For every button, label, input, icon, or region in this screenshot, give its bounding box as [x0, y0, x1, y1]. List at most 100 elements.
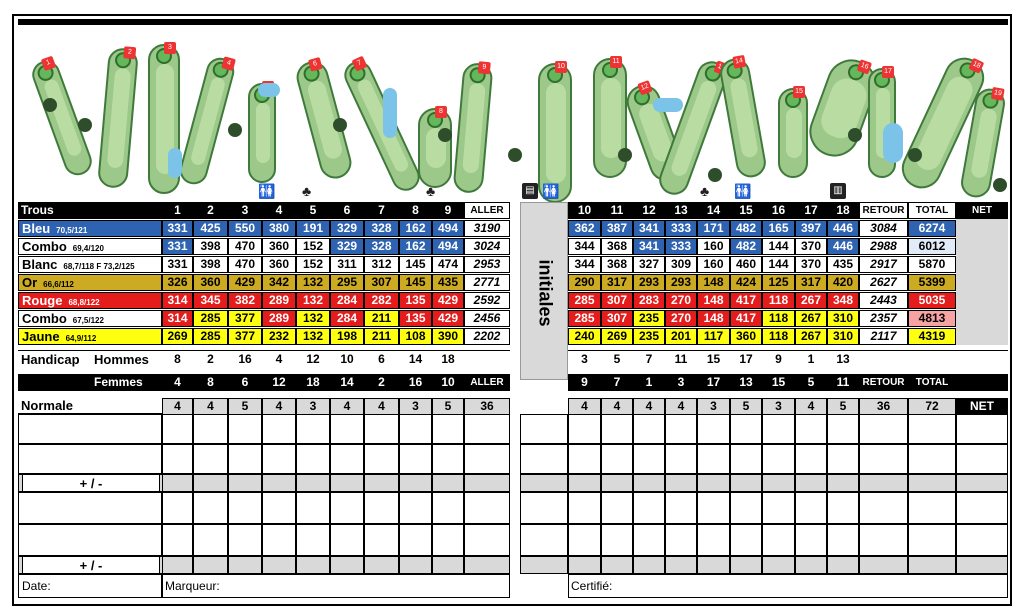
- score-field[interactable]: [162, 414, 193, 444]
- initials-box[interactable]: initiales: [520, 202, 568, 380]
- score-field[interactable]: [432, 474, 464, 492]
- aller-score-field[interactable]: [464, 524, 510, 556]
- score-field[interactable]: [568, 556, 601, 574]
- score-field[interactable]: [795, 492, 827, 524]
- score-field[interactable]: [364, 414, 399, 444]
- total-score-field[interactable]: [908, 492, 956, 524]
- score-field[interactable]: [330, 444, 364, 474]
- score-field[interactable]: [193, 474, 228, 492]
- score-field[interactable]: [827, 492, 859, 524]
- score-field[interactable]: [601, 444, 633, 474]
- score-field[interactable]: [762, 414, 795, 444]
- score-field[interactable]: [827, 474, 859, 492]
- score-field[interactable]: [601, 474, 633, 492]
- net-score-field[interactable]: [956, 556, 1008, 574]
- score-field[interactable]: [795, 524, 827, 556]
- total-score-field[interactable]: [908, 414, 956, 444]
- score-field[interactable]: [330, 414, 364, 444]
- score-field[interactable]: [730, 444, 762, 474]
- score-field[interactable]: [601, 524, 633, 556]
- score-field[interactable]: [568, 444, 601, 474]
- score-field[interactable]: [432, 524, 464, 556]
- score-field[interactable]: [665, 524, 697, 556]
- score-field[interactable]: [697, 414, 730, 444]
- score-field[interactable]: [633, 524, 665, 556]
- score-field[interactable]: [228, 444, 262, 474]
- initials-field[interactable]: [520, 492, 568, 524]
- player-name-field[interactable]: [18, 414, 162, 444]
- score-field[interactable]: [665, 444, 697, 474]
- score-field[interactable]: [762, 444, 795, 474]
- score-field[interactable]: [364, 524, 399, 556]
- score-field[interactable]: [296, 414, 330, 444]
- score-field[interactable]: [399, 444, 432, 474]
- score-field[interactable]: [827, 414, 859, 444]
- total-score-field[interactable]: [908, 556, 956, 574]
- certifie-field[interactable]: [568, 574, 1008, 598]
- score-field[interactable]: [262, 444, 296, 474]
- score-field[interactable]: [568, 524, 601, 556]
- aller-score-field[interactable]: [464, 492, 510, 524]
- score-field[interactable]: [432, 414, 464, 444]
- score-field[interactable]: [399, 524, 432, 556]
- initials-field[interactable]: [520, 556, 568, 574]
- retour-score-field[interactable]: [859, 414, 908, 444]
- score-field[interactable]: [364, 492, 399, 524]
- aller-score-field[interactable]: [464, 414, 510, 444]
- score-field[interactable]: [399, 556, 432, 574]
- net-score-field[interactable]: [956, 492, 1008, 524]
- score-field[interactable]: [399, 492, 432, 524]
- score-field[interactable]: [364, 556, 399, 574]
- score-field[interactable]: [432, 492, 464, 524]
- score-field[interactable]: [633, 492, 665, 524]
- retour-score-field[interactable]: [859, 556, 908, 574]
- score-field[interactable]: [730, 414, 762, 444]
- net-score-field[interactable]: [956, 414, 1008, 444]
- score-field[interactable]: [665, 492, 697, 524]
- score-field[interactable]: [762, 556, 795, 574]
- score-field[interactable]: [601, 556, 633, 574]
- player-name-field[interactable]: [18, 444, 162, 474]
- score-field[interactable]: [296, 444, 330, 474]
- score-field[interactable]: [568, 414, 601, 444]
- score-field[interactable]: [697, 444, 730, 474]
- score-field[interactable]: [162, 556, 193, 574]
- score-field[interactable]: [330, 524, 364, 556]
- score-field[interactable]: [665, 474, 697, 492]
- player-name-field[interactable]: [18, 492, 162, 524]
- score-field[interactable]: [296, 524, 330, 556]
- score-field[interactable]: [730, 474, 762, 492]
- score-field[interactable]: [665, 414, 697, 444]
- net-box[interactable]: [956, 219, 1008, 345]
- score-field[interactable]: [730, 492, 762, 524]
- retour-score-field[interactable]: [859, 524, 908, 556]
- score-field[interactable]: [568, 474, 601, 492]
- score-field[interactable]: [730, 556, 762, 574]
- score-field[interactable]: [228, 524, 262, 556]
- score-field[interactable]: [399, 414, 432, 444]
- score-field[interactable]: [193, 492, 228, 524]
- score-field[interactable]: [330, 556, 364, 574]
- score-field[interactable]: [193, 556, 228, 574]
- score-field[interactable]: [162, 492, 193, 524]
- total-score-field[interactable]: [908, 444, 956, 474]
- score-field[interactable]: [762, 474, 795, 492]
- score-field[interactable]: [762, 492, 795, 524]
- score-field[interactable]: [432, 444, 464, 474]
- score-field[interactable]: [827, 444, 859, 474]
- score-field[interactable]: [228, 492, 262, 524]
- score-field[interactable]: [193, 524, 228, 556]
- aller-score-field[interactable]: [464, 444, 510, 474]
- net-score-field[interactable]: [956, 444, 1008, 474]
- retour-score-field[interactable]: [859, 492, 908, 524]
- score-field[interactable]: [697, 556, 730, 574]
- score-field[interactable]: [432, 556, 464, 574]
- score-field[interactable]: [228, 414, 262, 444]
- score-field[interactable]: [697, 524, 730, 556]
- net-score-field[interactable]: [956, 524, 1008, 556]
- score-field[interactable]: [162, 474, 193, 492]
- retour-score-field[interactable]: [859, 444, 908, 474]
- score-field[interactable]: [601, 492, 633, 524]
- score-field[interactable]: [228, 556, 262, 574]
- total-score-field[interactable]: [908, 474, 956, 492]
